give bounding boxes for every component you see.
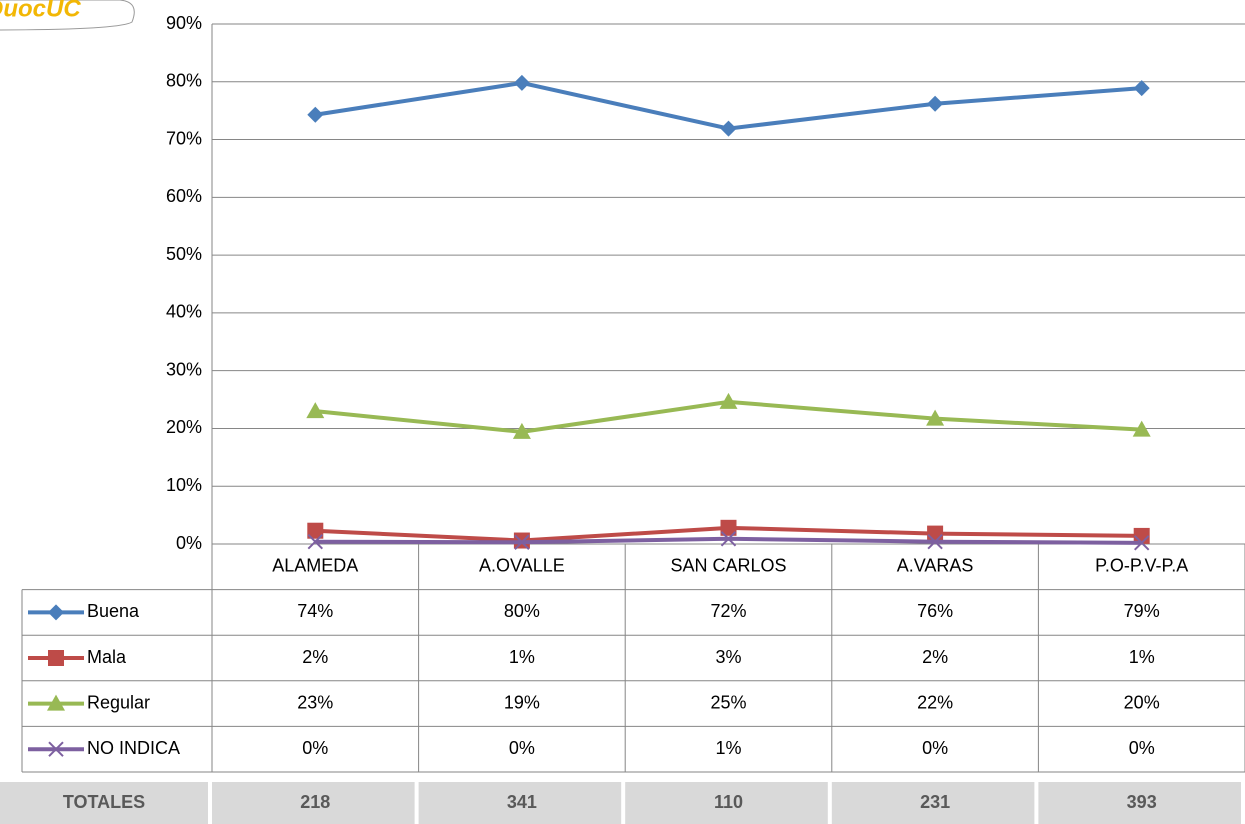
totals-value: 218 [300, 792, 330, 812]
table-value: 74% [297, 601, 333, 621]
table-value: 1% [509, 647, 535, 667]
table-value: 0% [1129, 738, 1155, 758]
table-value: 0% [509, 738, 535, 758]
totals-value: 393 [1127, 792, 1157, 812]
legend-label: Regular [87, 692, 150, 712]
logo-badge [0, 0, 135, 31]
marker [720, 531, 737, 547]
marker [306, 402, 325, 419]
totals-label: TOTALES [63, 792, 145, 812]
marker [47, 694, 65, 711]
table-value: 23% [297, 692, 333, 712]
table-value: 19% [504, 692, 540, 712]
totals-cell [1038, 782, 1241, 824]
table-value: 22% [917, 692, 953, 712]
totals-cell [625, 782, 828, 824]
x-tick-label: P.O-P.V-P.A [1095, 556, 1188, 576]
logo: DuocUC [0, 0, 81, 22]
y-tick-label: 40% [166, 302, 202, 322]
marker [307, 522, 324, 539]
y-tick-label: 50% [166, 244, 202, 264]
totals-value: 231 [920, 792, 950, 812]
totals-cell [0, 782, 208, 824]
marker [1132, 420, 1151, 437]
table-value: 0% [922, 738, 948, 758]
marker [514, 534, 530, 550]
x-tick-label: ALAMEDA [272, 556, 358, 576]
table-value: 25% [710, 692, 746, 712]
totals-value: 341 [507, 792, 537, 812]
table-value: 80% [504, 601, 540, 621]
legend-label: Buena [87, 601, 140, 621]
table-value: 3% [715, 647, 741, 667]
marker [513, 74, 530, 91]
x-tick-label: SAN CARLOS [670, 556, 786, 576]
table-value: 2% [922, 647, 948, 667]
marker [1133, 80, 1150, 97]
marker [927, 95, 944, 112]
table-value: 20% [1124, 692, 1160, 712]
marker [720, 519, 737, 536]
table-value: 0% [302, 738, 328, 758]
totals-cell [831, 782, 1035, 824]
marker [1133, 535, 1150, 551]
marker [927, 525, 944, 542]
y-tick-label: 0% [176, 533, 202, 553]
marker [719, 392, 738, 409]
marker [48, 741, 64, 757]
table-value: 1% [1129, 647, 1155, 667]
table-value: 72% [710, 601, 746, 621]
legend-label: NO INDICA [87, 738, 180, 758]
totals-cell [212, 782, 415, 824]
y-tick-label: 90% [166, 13, 202, 33]
y-tick-label: 30% [166, 359, 202, 379]
marker [307, 533, 324, 550]
x-tick-label: A.OVALLE [479, 556, 565, 576]
table-value: 1% [715, 738, 741, 758]
marker [48, 604, 64, 621]
table-value: 79% [1124, 601, 1160, 621]
y-tick-label: 60% [166, 186, 202, 206]
marker [48, 650, 64, 666]
y-tick-label: 20% [166, 417, 202, 437]
marker [720, 120, 737, 137]
x-tick-label: A.VARAS [897, 556, 974, 576]
y-tick-label: 70% [166, 128, 202, 148]
legend-label: Mala [87, 647, 127, 667]
marker [307, 106, 324, 123]
totals-cell [418, 782, 622, 824]
totals-value: 110 [714, 792, 743, 812]
marker [926, 409, 945, 426]
table-value: 76% [917, 601, 953, 621]
y-tick-label: 10% [166, 475, 202, 495]
y-tick-label: 80% [166, 71, 202, 91]
marker [927, 533, 943, 550]
marker [512, 422, 531, 439]
table-value: 2% [302, 647, 328, 667]
